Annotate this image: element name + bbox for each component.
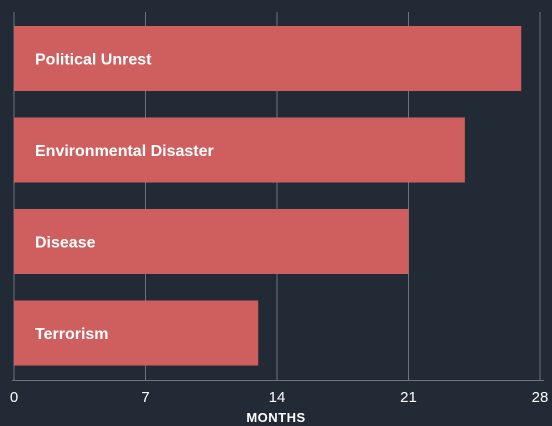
bar-label-environmental-disaster: Environmental Disaster xyxy=(35,143,214,160)
bar-label-terrorism: Terrorism xyxy=(35,326,109,343)
x-tick-label-28: 28 xyxy=(532,389,549,406)
bar-label-disease: Disease xyxy=(35,235,96,252)
x-tick-label-21: 21 xyxy=(400,389,417,406)
x-tick-label-14: 14 xyxy=(269,389,286,406)
bar-disease xyxy=(14,209,409,274)
x-axis-label: MONTHS xyxy=(246,410,306,425)
bar-labels: Political Unrest Environmental Disaster Di… xyxy=(35,52,214,344)
bar-environmental-disaster xyxy=(14,117,465,183)
bar-political-unrest xyxy=(14,26,522,91)
x-tick-labels: 0 7 14 21 28 xyxy=(10,389,549,406)
x-tick-label-0: 0 xyxy=(10,389,18,406)
bar-terrorism xyxy=(14,300,259,366)
bar-label-political-unrest: Political Unrest xyxy=(35,52,152,69)
bars xyxy=(14,26,522,366)
x-tick-label-7: 7 xyxy=(141,389,149,406)
